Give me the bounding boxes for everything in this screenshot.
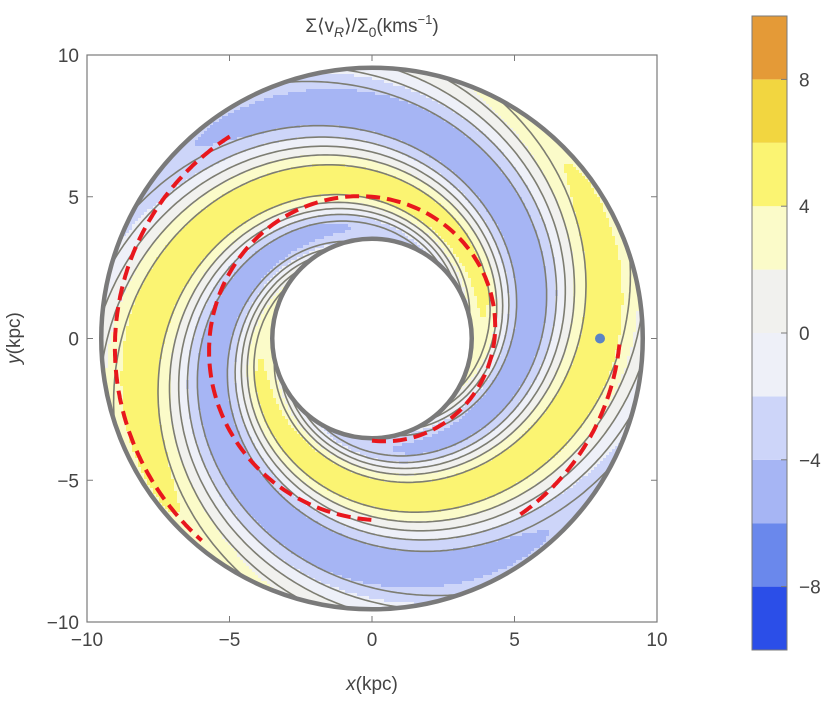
y-tick-label: 0: [68, 330, 79, 351]
colorbar-tick-label: −8: [799, 578, 821, 599]
contour-line: [157, 193, 471, 575]
contour-line: [111, 136, 510, 430]
colorbar-band: [752, 396, 787, 460]
y-tick-label: −5: [57, 471, 79, 492]
colorbar-band: [752, 459, 787, 524]
contour-line: [246, 268, 643, 523]
y-tick-label: −10: [47, 613, 79, 634]
contour-line: [134, 124, 518, 437]
colorbar-tick-label: 8: [799, 70, 810, 91]
colorbar-tick-label: 0: [799, 324, 810, 345]
colorbar-labels: 8 4 0 −4 −8: [799, 70, 821, 598]
x-tick-label: 10: [646, 630, 667, 651]
colorbar-band: [752, 333, 787, 397]
spiral-arm-tracks: [112, 134, 622, 542]
contour-lines: [101, 69, 643, 608]
sun-position-marker: [595, 333, 605, 344]
x-tick-label: −10: [71, 630, 103, 651]
spiral-track-outer-arm-upper: [112, 134, 231, 542]
x-tick-labels: −10 −5 0 5 10: [71, 630, 668, 651]
contour-line: [240, 256, 643, 532]
contour-line: [273, 102, 587, 484]
spiral-track-outer-arm-lower: [519, 338, 622, 517]
contour-line: [196, 220, 455, 597]
x-tick-label: 5: [509, 630, 520, 651]
y-tick-label: 10: [58, 46, 79, 67]
colorbar-tick-label: 4: [799, 197, 810, 218]
contour-line: [186, 213, 443, 608]
contour-line: [253, 256, 632, 513]
disk-inner-edge: [270, 236, 474, 441]
chart-title: Σ⟨vR⟩/Σ0(kms−1): [305, 12, 438, 40]
contour-line: [226, 240, 610, 553]
x-tick-label: 0: [367, 630, 378, 651]
colorbar-band: [752, 16, 787, 80]
colorbar-band: [752, 586, 787, 650]
colorbar: [751, 15, 788, 651]
y-tick-labels: −10 −5 0 5 10: [47, 46, 79, 634]
contour-line: [234, 247, 633, 541]
contour-line: [301, 69, 558, 464]
contour-line: [177, 207, 455, 608]
colorbar-band: [752, 523, 787, 587]
colorbar-band: [752, 269, 787, 333]
colorbar-band: [752, 79, 787, 143]
colorbar-tick-label: −4: [799, 451, 821, 472]
contour-line: [280, 79, 576, 476]
contour-line: [101, 145, 504, 421]
colorbar-band: [752, 206, 787, 270]
contour-line: [289, 69, 567, 470]
x-tick-label: −5: [219, 630, 241, 651]
contour-line: [168, 201, 464, 598]
y-tick-label: 5: [68, 188, 79, 209]
y-axis-title: y(kpc): [4, 312, 25, 366]
x-axis-title: x(kpc): [345, 674, 398, 695]
contour-line: [101, 154, 498, 409]
axis-ticks: [86, 54, 658, 623]
spiral-track-inner-arm: [207, 194, 498, 522]
colorbar-band: [752, 142, 787, 207]
disk-outer-edge: [99, 65, 645, 612]
contour-line: [289, 80, 548, 457]
